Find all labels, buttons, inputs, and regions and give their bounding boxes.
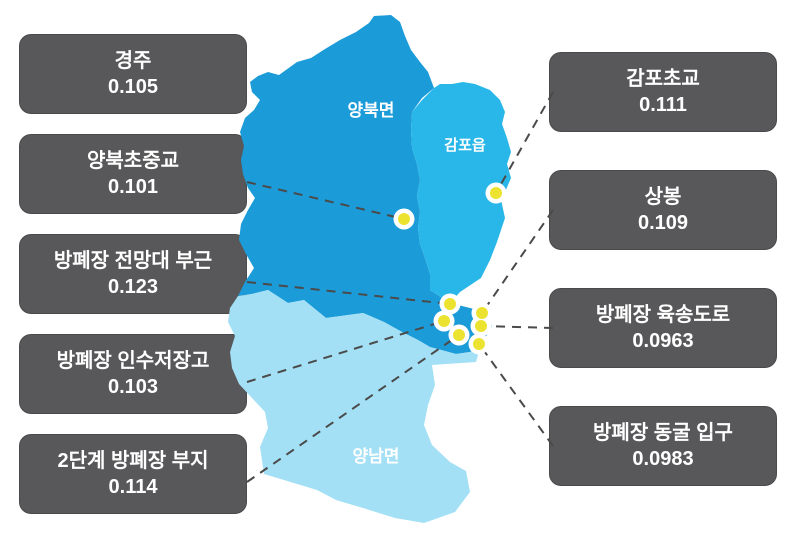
svg-text:양남면: 양남면 — [353, 447, 400, 466]
svg-text:양북면: 양북면 — [348, 101, 395, 120]
svg-text:감포읍: 감포읍 — [444, 136, 486, 154]
